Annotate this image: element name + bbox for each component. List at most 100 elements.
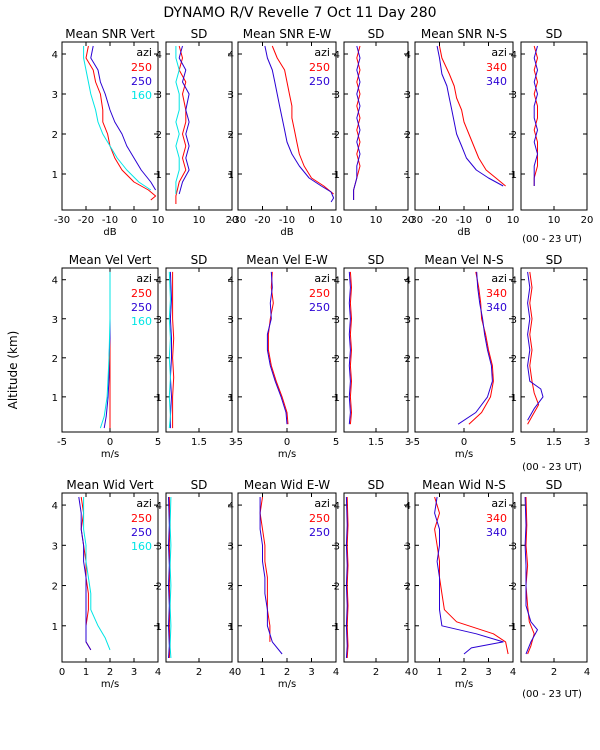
panel-14-ytick-label: 3 [156, 541, 162, 552]
panel-3-legend-blue: 250 [309, 75, 330, 88]
panel-12-xtick-label: 3 [584, 437, 590, 448]
panel-6: SD 1 2 3 4 10 20 [511, 27, 594, 226]
panel-1-ytick-label: 3 [52, 90, 58, 101]
panel-7-legend-blue: 250 [131, 301, 152, 314]
panel-6-frame [520, 41, 588, 211]
panel-9-ytick-label: 3 [228, 315, 234, 326]
panel-17-xtick-label: 3 [485, 667, 491, 678]
panel-5-ytick-label: 1 [405, 170, 411, 181]
panel-8-xtick-label: 1.5 [191, 437, 207, 448]
panel-13-ytick-label: 1 [52, 622, 58, 633]
panel-7-title: Mean Vel Vert [69, 253, 152, 267]
panel-17-ytick-label: 1 [405, 622, 411, 633]
panel-6-series-red [533, 45, 538, 186]
panel-6-xtick-label: 10 [548, 215, 561, 226]
panel-17-ytick-label: 3 [405, 541, 411, 552]
panel-5-xtick-label: -20 [431, 215, 447, 226]
panel-6-xtick-label: 20 [581, 215, 594, 226]
panel-2-series-cyan [175, 46, 180, 194]
panel-1-series-red [85, 45, 157, 201]
panel-9-ytick-label: 4 [228, 276, 234, 287]
panel-5-title: Mean SNR N-S [421, 27, 507, 41]
panel-18-xtick-label: 2 [551, 667, 557, 678]
panel-11-legend-azi: azi [491, 272, 507, 285]
panel-15-xtick-label: 3 [308, 667, 314, 678]
panel-1-xtick-label: 0 [131, 215, 137, 226]
panel-10: SD 1 2 3 4 1.5 3 [334, 253, 412, 448]
panel-15-xtick-label: 0 [235, 667, 241, 678]
panel-1-xtick-label: -30 [54, 215, 70, 226]
panel-6-title: SD [546, 27, 563, 41]
panel-3-ytick-label: 2 [228, 130, 234, 141]
panel-16: SD 1 2 3 4 2 4 [334, 478, 412, 678]
panel-1-ytick-label: 1 [52, 170, 58, 181]
panel-11-xlabel: m/s [455, 449, 473, 460]
panel-11-ytick-label: 4 [405, 276, 411, 287]
panel-5-xtick-label: -10 [456, 215, 472, 226]
panel-17-legend-red: 340 [486, 512, 507, 525]
panel-8-frame [165, 267, 233, 433]
panel-17-title: Mean Wid N-S [422, 478, 506, 492]
panel-15-ytick-label: 4 [228, 501, 234, 512]
panel-10-xtick-label: 1.5 [368, 437, 384, 448]
panel-13-series-cyan [83, 497, 111, 651]
panel-15-xtick-label: 2 [284, 667, 290, 678]
panel-6-ytick-label: 1 [511, 170, 517, 181]
panel-2-ytick-label: 3 [156, 90, 162, 101]
panel-8-xtick-label: 3 [229, 437, 235, 448]
panel-16-ytick-label: 4 [334, 501, 340, 512]
panel-10-series-red [349, 271, 352, 425]
panel-2-ytick-label: 2 [156, 130, 162, 141]
panel-6-ytick-label: 4 [511, 50, 517, 61]
ut-note-row-2: (00 - 23 UT) [522, 462, 582, 473]
panel-9-xlabel: m/s [278, 449, 296, 460]
panel-17-series-red [434, 496, 509, 655]
panel-13-legend-red: 250 [131, 512, 152, 525]
panel-2-xtick-label: 20 [226, 215, 239, 226]
panel-7-xlabel: m/s [101, 449, 119, 460]
panel-16-xtick-label: 4 [405, 667, 411, 678]
panel-11-series-red [468, 271, 494, 425]
panel-5-xtick-label: -30 [407, 215, 423, 226]
panel-16-ytick-label: 2 [334, 582, 340, 593]
panel-2-ytick-label: 4 [156, 50, 162, 61]
panel-12: SD 1 2 3 4 1.5 3 [511, 253, 591, 448]
panel-12-title: SD [546, 253, 563, 267]
panel-1-xtick-label: -10 [102, 215, 118, 226]
panel-7-xtick-label: 0 [107, 437, 113, 448]
panel-9-legend-blue: 250 [309, 301, 330, 314]
panel-18-series-blue [524, 496, 538, 655]
panel-10-ytick-label: 1 [334, 393, 340, 404]
panel-15-series-blue [259, 497, 283, 655]
panel-1-series-blue [90, 45, 157, 191]
figure-title: DYNAMO R/V Revelle 7 Oct 11 Day 280 [163, 5, 436, 21]
panel-7-ytick-label: 2 [52, 354, 58, 365]
panel-8-series-red [172, 271, 175, 429]
panel-12-ytick-label: 4 [511, 276, 517, 287]
panel-8: SD 1 2 3 4 1.5 3 [156, 253, 236, 448]
panel-12-ytick-label: 3 [511, 315, 517, 326]
panel-7-xtick-label: -5 [57, 437, 67, 448]
panel-11-title: Mean Vel N-S [424, 253, 503, 267]
panel-1-legend-red: 250 [131, 61, 152, 74]
panel-5-legend-red: 340 [486, 61, 507, 74]
panel-11-xtick-label: -5 [410, 437, 420, 448]
panel-13-xtick-label: 2 [107, 667, 113, 678]
panel-10-ytick-label: 3 [334, 315, 340, 326]
panel-15-legend-blue: 250 [309, 526, 330, 539]
panel-14-series-blue [168, 496, 170, 659]
panel-3-series-blue [264, 45, 335, 203]
panel-1-xtick-label: -20 [78, 215, 94, 226]
panel-17-xtick-label: 4 [510, 667, 516, 678]
panel-18-ytick-label: 3 [511, 541, 517, 552]
panel-9-xtick-label: 0 [284, 437, 290, 448]
panel-15-ytick-label: 2 [228, 582, 234, 593]
panel-5-ytick-label: 4 [405, 50, 411, 61]
panel-1-title: Mean SNR Vert [65, 27, 155, 41]
panel-2-series-blue [178, 45, 190, 195]
panel-13-ytick-label: 2 [52, 582, 58, 593]
